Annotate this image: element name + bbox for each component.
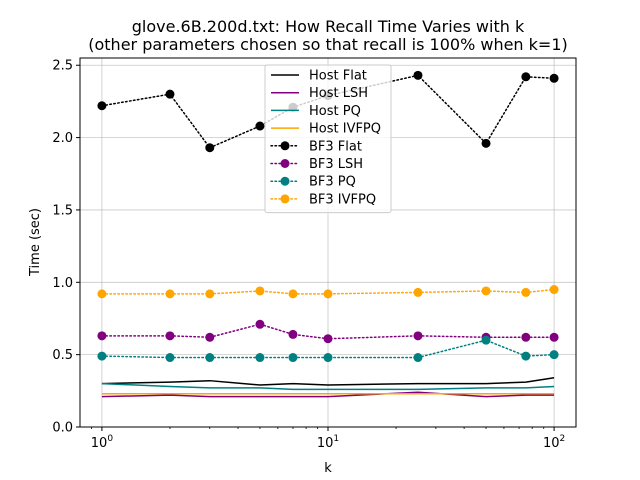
- legend-label: BF3 PQ: [309, 175, 356, 190]
- data-point: [413, 331, 423, 341]
- series-line: [101, 382, 555, 391]
- data-point: [481, 138, 491, 148]
- legend-entry: Host LSH: [271, 86, 368, 101]
- legend-label: Host LSH: [309, 86, 368, 101]
- data-point: [255, 121, 265, 131]
- legend-label: Host IVFPQ: [309, 122, 381, 137]
- data-point: [205, 332, 215, 342]
- data-point: [165, 289, 175, 299]
- data-point: [549, 73, 559, 83]
- y-tick-label: 0.5: [52, 348, 73, 363]
- data-point: [521, 287, 531, 297]
- series-line: [101, 377, 555, 386]
- x-tick-label: 100: [91, 434, 114, 451]
- y-tick-label: 2.5: [52, 59, 73, 74]
- data-point: [481, 286, 491, 296]
- legend-marker: [280, 141, 290, 151]
- legend-label: BF3 Flat: [309, 139, 362, 154]
- legend: Host Flat Host LSH Host PQ Host IVFPQ BF3 Fl…: [264, 64, 392, 214]
- legend-label: BF3 LSH: [309, 157, 363, 172]
- data-point: [288, 289, 298, 299]
- data-point: [521, 332, 531, 342]
- data-point: [255, 353, 265, 363]
- data-point: [165, 353, 175, 363]
- series-line: [101, 74, 555, 149]
- y-tick-label: 1.5: [52, 203, 73, 218]
- x-tick-label: 102: [543, 434, 565, 451]
- data-point: [481, 335, 491, 345]
- data-point: [255, 286, 265, 296]
- data-point: [97, 351, 107, 361]
- data-point: [97, 101, 107, 111]
- series-bf3-ivfpq: [97, 285, 559, 299]
- data-point: [413, 70, 423, 80]
- x-tick-label: 101: [317, 434, 339, 451]
- y-tick-label: 1.0: [52, 276, 73, 291]
- series-line: [101, 339, 555, 359]
- data-point: [97, 331, 107, 341]
- data-point: [288, 353, 298, 363]
- series-line: [101, 323, 555, 340]
- series-bf3-pq: [97, 335, 559, 363]
- legend-marker: [280, 159, 290, 168]
- data-point: [413, 287, 423, 297]
- series-bf3-lsh: [97, 319, 559, 344]
- y-tick-label: 0.0: [52, 421, 73, 436]
- legend-frame: [264, 64, 392, 214]
- data-point: [521, 72, 531, 82]
- data-point: [323, 289, 333, 299]
- series-line: [101, 288, 555, 295]
- data-point: [288, 329, 298, 339]
- legend-label: BF3 IVFPQ: [309, 192, 376, 207]
- data-point: [549, 350, 559, 360]
- series-host-pq: [101, 382, 555, 391]
- data-point: [205, 143, 215, 153]
- data-point: [549, 285, 559, 295]
- data-point: [165, 331, 175, 341]
- data-point: [205, 289, 215, 299]
- data-point: [521, 351, 531, 361]
- data-point: [323, 353, 333, 363]
- series-host-lsh: [101, 391, 555, 398]
- legend-marker: [280, 194, 290, 204]
- ticks: 0.0 0.5 1.0 1.5 2.0 2.5 100 101 102: [52, 59, 565, 451]
- legend-marker: [280, 176, 290, 186]
- data-point: [165, 89, 175, 99]
- legend-label: Host PQ: [309, 104, 361, 119]
- legend-entry: Host PQ: [271, 104, 361, 119]
- data-point: [413, 353, 423, 363]
- legend-label: Host Flat: [309, 69, 367, 84]
- data-point: [97, 289, 107, 299]
- legend-entry: BF3 PQ: [270, 175, 356, 190]
- data-point: [549, 332, 559, 342]
- chart-title-line-1: glove.6B.200d.txt: How Recall Time Varie…: [132, 17, 525, 36]
- legend-entry: BF3 Flat: [270, 139, 362, 154]
- series-host-flat: [101, 377, 555, 386]
- series-line: [101, 391, 555, 398]
- legend-entry: BF3 IVFPQ: [270, 192, 376, 207]
- data-point: [323, 334, 333, 344]
- legend-entry: Host IVFPQ: [271, 122, 381, 137]
- data-point: [205, 353, 215, 363]
- y-tick-label: 2.0: [52, 131, 73, 146]
- data-point: [255, 319, 265, 329]
- legend-entry: BF3 LSH: [270, 157, 363, 172]
- x-axis-label: k: [324, 461, 332, 476]
- legend-entry: Host Flat: [271, 69, 367, 84]
- chart-title-line-2: (other parameters chosen so that recall …: [88, 35, 568, 54]
- y-axis-label: Time (sec): [28, 208, 43, 277]
